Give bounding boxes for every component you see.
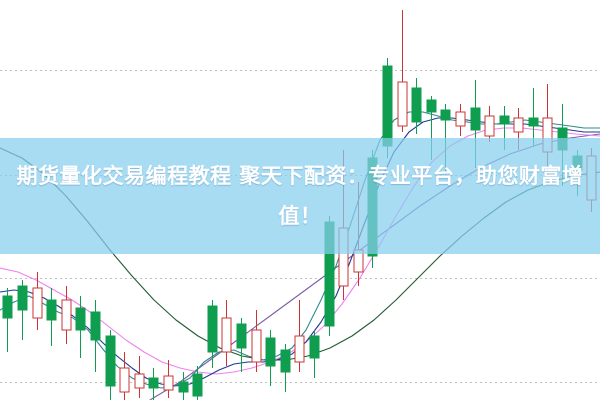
candle-down [221, 300, 232, 366]
candle-down [251, 310, 262, 372]
candle-body [178, 381, 189, 393]
promo-overlay-band: 期货量化交易编程教程 聚天下配资：专业平台，助您财富增值！ [0, 138, 600, 254]
candle-body [90, 311, 101, 341]
candle-body [294, 335, 305, 363]
candle-body [309, 335, 320, 359]
candle-body [61, 299, 72, 331]
candle-body [105, 335, 116, 387]
candle-up [265, 330, 276, 386]
candle-down [61, 286, 72, 344]
candle-body [46, 299, 57, 321]
candle-body [119, 367, 130, 393]
candle-body [484, 115, 495, 137]
promo-text: 期货量化交易编程教程 聚天下配资：专业平台，助您财富增值！ [16, 164, 584, 228]
candle-body [2, 295, 13, 319]
candle-up [178, 372, 189, 400]
candle-body [265, 337, 276, 367]
candle-down [119, 352, 130, 400]
candle-up [411, 78, 422, 134]
candle-body [280, 349, 291, 373]
candle-body [470, 107, 481, 131]
candle-down [455, 104, 466, 136]
candle-down [294, 300, 305, 372]
candle-down [134, 356, 145, 398]
candle-up [236, 318, 247, 372]
candle-body [134, 373, 145, 389]
candle-body [426, 99, 437, 113]
candle-body [455, 111, 466, 127]
candle-body [397, 81, 408, 127]
candle-down [484, 106, 495, 142]
candle-up [309, 330, 320, 378]
candle-down [163, 360, 174, 398]
candle-body [32, 287, 43, 319]
candle-body [163, 375, 174, 391]
candle-body [75, 307, 86, 331]
candle-up [46, 288, 57, 346]
candle-body [236, 323, 247, 349]
candle-body [528, 117, 539, 127]
candle-up [280, 344, 291, 392]
candle-body [251, 329, 262, 363]
candle-body [382, 65, 393, 147]
candle-body [207, 305, 218, 353]
candle-up [105, 330, 116, 400]
candle-up [528, 88, 539, 146]
candle-body [192, 373, 203, 397]
candle-body [440, 109, 451, 121]
candle-up [17, 280, 28, 340]
candle-up [90, 300, 101, 372]
candle-down [397, 10, 408, 132]
candle-body [221, 317, 232, 353]
candle-up [192, 366, 203, 400]
candle-up [148, 368, 159, 400]
candle-body [411, 87, 422, 123]
candle-up [2, 288, 13, 352]
candle-body [513, 117, 524, 133]
candle-body [17, 285, 28, 311]
candle-down [32, 272, 43, 330]
candle-up [207, 300, 218, 368]
candle-up [75, 296, 86, 358]
candle-body [148, 377, 159, 389]
candle-body [499, 115, 510, 125]
